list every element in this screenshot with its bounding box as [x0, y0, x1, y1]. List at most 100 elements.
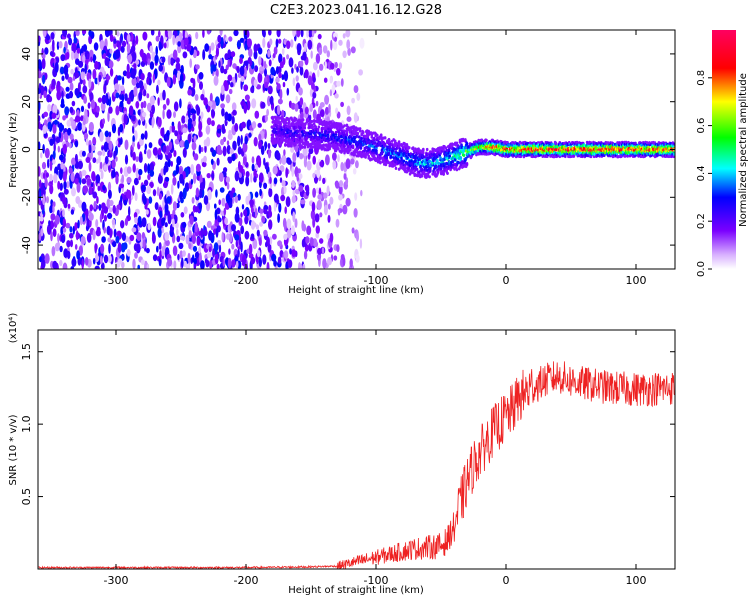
heatmap-cell: [181, 115, 186, 124]
heatmap-cell: [38, 59, 42, 68]
heatmap-cell: [73, 37, 78, 44]
heatmap-cell: [107, 212, 113, 219]
heatmap-cell: [62, 209, 65, 218]
heatmap-cell: [64, 106, 70, 116]
heatmap-cell: [114, 83, 120, 90]
heatmap-cell: [99, 213, 103, 223]
heatmap-cell: [312, 109, 317, 120]
heatmap-cell: [440, 167, 443, 171]
heatmap-cell: [263, 157, 266, 166]
heatmap-cell: [436, 170, 440, 174]
heatmap-cell: [214, 253, 219, 265]
heatmap-cell: [63, 46, 66, 54]
heatmap-cell: [194, 221, 198, 233]
heatmap-cell: [50, 213, 56, 221]
heatmap-cell: [196, 105, 201, 116]
heatmap-cell: [123, 113, 128, 125]
heatmap-cell: [220, 103, 226, 109]
heatmap-cell: [96, 105, 100, 113]
heatmap-cell: [182, 147, 187, 158]
heatmap-cell: [302, 263, 306, 269]
heatmap-cell: [164, 231, 170, 241]
heatmap-cell: [81, 258, 84, 269]
heatmap-cell: [500, 148, 503, 152]
heatmap-cell: [399, 149, 403, 153]
heatmap-cell: [269, 38, 273, 46]
heatmap-cell: [103, 141, 109, 153]
heatmap-cell: [42, 30, 47, 38]
heatmap-cell: [518, 140, 522, 144]
heatmap-cell: [206, 173, 211, 179]
heatmap-cell: [222, 258, 225, 267]
heatmap-cell: [173, 201, 177, 211]
heatmap-cell: [217, 128, 222, 134]
heatmap-cell: [291, 180, 296, 189]
heatmap-cell: [213, 242, 219, 252]
heatmap-cell: [93, 200, 97, 210]
heatmap-cell: [66, 240, 71, 248]
heatmap-cell: [69, 106, 74, 114]
heatmap-cell: [103, 254, 109, 264]
heatmap-cell: [301, 220, 305, 232]
heatmap-cell: [358, 69, 363, 76]
heatmap-cell: [275, 38, 279, 48]
heatmap-cell: [172, 74, 177, 85]
heatmap-cell: [343, 173, 347, 180]
heatmap-cell: [241, 121, 246, 129]
heatmap-cell: [193, 173, 197, 184]
heatmap-cell: [115, 92, 120, 99]
heatmap-cell: [346, 105, 351, 116]
heatmap-cell: [279, 142, 282, 146]
heatmap-cell: [306, 225, 312, 236]
heatmap-cell: [173, 150, 177, 157]
heatmap-cell: [249, 59, 253, 66]
heatmap-cell: [47, 121, 52, 130]
heatmap-cell: [52, 104, 58, 115]
heatmap-cell: [345, 30, 351, 38]
heatmap-cell: [121, 232, 126, 242]
heatmap-cell: [192, 78, 196, 89]
heatmap-cell: [278, 53, 283, 64]
heatmap-cell: [280, 115, 284, 119]
heatmap-cell: [252, 238, 258, 250]
heatmap-cell: [131, 68, 136, 79]
heatmap-cell: [192, 49, 197, 59]
heatmap-cell: [216, 144, 222, 155]
heatmap-cell: [307, 75, 313, 86]
heatmap-cell: [216, 157, 220, 166]
heatmap-cell: [294, 142, 297, 147]
heatmap-cell: [74, 222, 78, 231]
heatmap-cell: [186, 43, 192, 52]
heatmap-cell: [302, 51, 307, 61]
heatmap-cell: [356, 232, 359, 242]
heatmap-cell: [273, 46, 278, 55]
heatmap-cell: [272, 165, 278, 175]
heatmap-cell: [336, 68, 341, 76]
heatmap-cell: [216, 263, 220, 269]
heatmap-cell: [465, 162, 469, 166]
heatmap-cell: [172, 218, 175, 228]
heatmap-cell: [229, 148, 234, 155]
heatmap-cell: [219, 187, 225, 193]
heatmap-cell: [326, 116, 330, 123]
heatmap-cell: [223, 207, 227, 216]
heatmap-cell: [60, 182, 63, 191]
heatmap-cell: [121, 261, 125, 269]
heatmap-cell: [410, 159, 413, 163]
heatmap-cell: [62, 196, 67, 205]
heatmap-cell: [156, 186, 160, 197]
heatmap-cell: [248, 132, 252, 138]
heatmap-cell: [146, 93, 150, 99]
heatmap-cell: [157, 117, 162, 128]
heatmap-cell: [302, 147, 308, 157]
heatmap-cell: [218, 172, 224, 183]
heatmap-cell: [267, 149, 272, 159]
heatmap-cell: [327, 130, 331, 134]
heatmap-cell: [207, 100, 213, 107]
heatmap-cell: [38, 35, 41, 43]
heatmap-cell: [290, 39, 294, 48]
heatmap-cell: [53, 119, 59, 125]
heatmap-cell: [286, 130, 289, 135]
heatmap-cell: [271, 117, 275, 121]
heatmap-cell: [81, 150, 86, 157]
